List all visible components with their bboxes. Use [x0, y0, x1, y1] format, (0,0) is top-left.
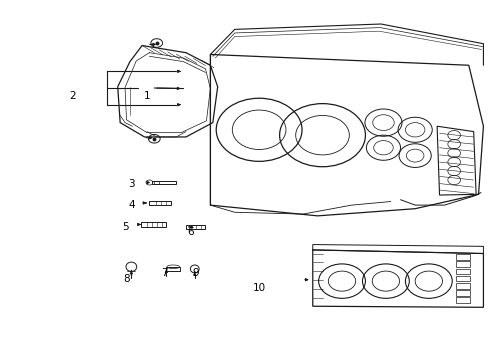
- Text: 8: 8: [123, 274, 129, 284]
- Text: 10: 10: [252, 283, 265, 293]
- Bar: [455, 254, 469, 260]
- Text: 5: 5: [122, 222, 128, 231]
- Bar: [455, 283, 469, 289]
- Text: 6: 6: [187, 227, 194, 237]
- Text: 3: 3: [128, 179, 134, 189]
- Text: 4: 4: [128, 200, 134, 210]
- Text: 9: 9: [192, 268, 199, 278]
- Text: 1: 1: [143, 91, 150, 101]
- Bar: [455, 290, 469, 296]
- Bar: [455, 261, 469, 267]
- Bar: [455, 269, 469, 274]
- Bar: [455, 276, 469, 282]
- Bar: [455, 297, 469, 303]
- Text: 2: 2: [69, 91, 76, 101]
- Text: 7: 7: [161, 268, 167, 278]
